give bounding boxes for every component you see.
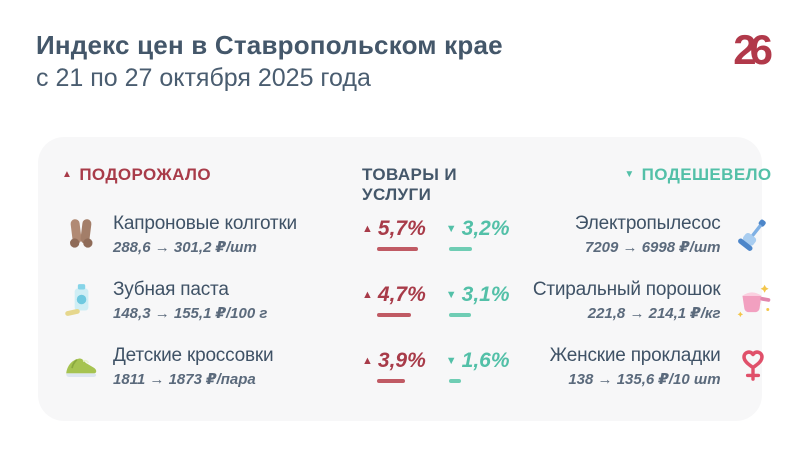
percent-up: ▲ 5,7%: [362, 217, 426, 251]
logo-26: 26: [733, 26, 773, 73]
item-name: Стиральный порошок: [532, 278, 721, 300]
triangle-down-icon: ▼: [445, 222, 457, 235]
percent-down-label: 3,2%: [461, 217, 510, 241]
percent-up-label: 5,7%: [377, 217, 426, 241]
triangle-up-icon: ▲: [362, 354, 373, 367]
header-increased: ▲ ПОДОРОЖАЛО: [62, 165, 362, 185]
female-sign-icon: [741, 350, 764, 381]
percent-down-bar: [448, 247, 472, 251]
vacuum-icon: [737, 219, 766, 251]
percent-up-bar: [377, 313, 411, 317]
percent-up-bar: [377, 247, 418, 251]
table-row-increased-item: Капроновые колготки 288,6 → 301,2 ₽/шт: [62, 213, 362, 256]
item-name: Женские прокладки: [549, 344, 721, 366]
percent-cell: ▲ 3,9% ▼ 1,6%: [362, 349, 510, 383]
header-decreased: ▼ ПОДЕШЕВЕЛО: [510, 165, 772, 185]
price-index-card: ▲ ПОДОРОЖАЛО ТОВАРЫ И УСЛУГИ ▼ ПОДЕШЕВЕЛ…: [38, 137, 771, 421]
item-name: Капроновые колготки: [113, 212, 297, 234]
table-row-decreased-item: Женские прокладки 138 → 135,6 ₽/10 шт: [510, 345, 772, 388]
triangle-up-icon: ▲: [62, 169, 73, 180]
triangle-down-icon: ▼: [445, 354, 457, 367]
percent-up: ▲ 4,7%: [362, 283, 426, 317]
item-price-change: 148,3 → 155,1 ₽/100 г: [113, 304, 268, 322]
header-increased-label: ПОДОРОЖАЛО: [79, 165, 211, 184]
percent-down-label: 1,6%: [461, 349, 510, 373]
percent-up-label: 4,7%: [377, 283, 426, 307]
item-price-change: 7209 → 6998 ₽/шт: [585, 238, 721, 256]
percent-up-bar: [377, 379, 405, 383]
triangle-up-icon: ▲: [362, 222, 373, 235]
header-goods-services: ТОВАРЫ И УСЛУГИ: [362, 165, 510, 205]
percent-up: ▲ 3,9%: [362, 349, 426, 383]
percent-down-bar: [448, 313, 471, 317]
item-name: Зубная паста: [113, 278, 229, 300]
percent-down-label: 3,1%: [461, 283, 510, 307]
percent-down: ▼ 3,1%: [446, 283, 510, 317]
header-goods-services-label: ТОВАРЫ И УСЛУГИ: [362, 165, 458, 204]
page-title: Индекс цен в Ставропольском крае: [36, 30, 503, 60]
triangle-down-icon: ▼: [624, 169, 635, 180]
percent-up-label: 3,9%: [377, 349, 426, 373]
item-price-change: 138 → 135,6 ₽/10 шт: [568, 370, 721, 388]
table-row-increased-item: Зубная паста 148,3 → 155,1 ₽/100 г: [62, 279, 362, 322]
item-price-change: 288,6 → 301,2 ₽/шт: [113, 238, 257, 256]
toothpaste-icon: [65, 284, 89, 316]
table-row-decreased-item: Стиральный порошок 221,8 → 214,1 ₽/кг: [510, 279, 772, 322]
item-name: Детские кроссовки: [113, 344, 274, 366]
tights-icon: [70, 219, 93, 248]
percent-down: ▼ 1,6%: [446, 349, 510, 383]
item-name: Электропылесос: [574, 212, 721, 234]
percent-cell: ▲ 4,7% ▼ 3,1%: [362, 283, 510, 317]
triangle-up-icon: ▲: [362, 288, 373, 301]
header-decreased-label: ПОДЕШЕВЕЛО: [641, 165, 772, 184]
item-price-change: 1811 → 1873 ₽/пара: [113, 370, 256, 388]
table-row-decreased-item: Электропылесос 7209 → 6998 ₽/шт: [510, 213, 772, 256]
percent-cell: ▲ 5,7% ▼ 3,2%: [362, 217, 510, 251]
item-price-change: 221,8 → 214,1 ₽/кг: [587, 304, 721, 322]
sneaker-icon: [66, 358, 97, 377]
table-row-increased-item: Детские кроссовки 1811 → 1873 ₽/пара: [62, 345, 362, 388]
washing-powder-icon: [737, 284, 770, 318]
page-subtitle: с 21 по 27 октября 2025 года: [36, 64, 371, 92]
percent-down-bar: [448, 379, 461, 383]
percent-down: ▼ 3,2%: [446, 217, 510, 251]
triangle-down-icon: ▼: [445, 288, 457, 301]
